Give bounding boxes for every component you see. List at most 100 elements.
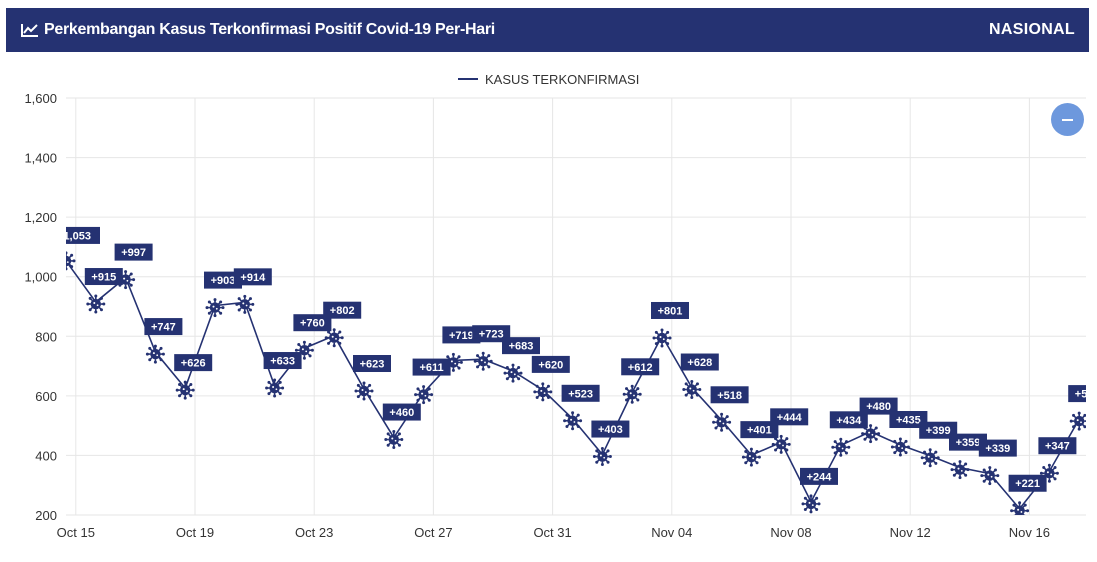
virus-marker-icon bbox=[592, 447, 612, 467]
x-tick-label: Nov 12 bbox=[890, 525, 931, 540]
virus-marker-icon bbox=[622, 384, 642, 404]
data-label: +221 bbox=[1008, 474, 1047, 492]
zoom-out-button[interactable] bbox=[1051, 103, 1084, 136]
svg-text:+480: +480 bbox=[866, 401, 891, 413]
x-tick-label: Nov 04 bbox=[651, 525, 692, 540]
svg-text:+359: +359 bbox=[956, 437, 981, 449]
data-label: +903 bbox=[204, 271, 242, 289]
virus-marker-icon bbox=[205, 298, 225, 318]
data-label: +623 bbox=[353, 355, 391, 373]
legend-label: KASUS TERKONFIRMASI bbox=[485, 72, 639, 87]
virus-marker-icon bbox=[414, 385, 434, 405]
svg-text:+628: +628 bbox=[687, 357, 712, 369]
svg-text:+683: +683 bbox=[509, 341, 534, 353]
virus-marker-icon bbox=[1010, 501, 1030, 515]
svg-text:+460: +460 bbox=[389, 407, 414, 419]
svg-text:+523: +523 bbox=[568, 388, 593, 400]
data-label: +611 bbox=[412, 358, 451, 376]
data-label: +760 bbox=[293, 314, 332, 332]
data-label: +802 bbox=[323, 301, 362, 319]
y-tick-label: 1,000 bbox=[24, 270, 57, 285]
data-label: +633 bbox=[263, 352, 302, 370]
data-label: +359 bbox=[949, 433, 987, 451]
svg-text:+399: +399 bbox=[926, 425, 951, 437]
data-label: +723 bbox=[472, 325, 511, 343]
legend: KASUS TERKONFIRMASI bbox=[458, 72, 639, 87]
svg-text:+339: +339 bbox=[985, 443, 1010, 455]
data-label: +522 bbox=[1068, 385, 1097, 403]
data-label: +612 bbox=[621, 358, 660, 376]
data-label: +747 bbox=[144, 318, 183, 336]
svg-text:+1,053: +1,053 bbox=[57, 230, 91, 242]
data-label: +683 bbox=[502, 337, 540, 355]
x-tick-label: Oct 23 bbox=[295, 525, 333, 540]
virus-marker-icon bbox=[175, 380, 195, 400]
data-label: +801 bbox=[651, 301, 689, 319]
data-label: +628 bbox=[680, 353, 719, 371]
data-label: +403 bbox=[591, 420, 630, 438]
svg-text:+518: +518 bbox=[717, 390, 742, 402]
svg-text:+244: +244 bbox=[807, 471, 833, 483]
minus-icon bbox=[1062, 118, 1073, 121]
svg-text:+347: +347 bbox=[1045, 441, 1070, 453]
chart-header: Perkembangan Kasus Terkonfirmasi Positif… bbox=[6, 8, 1089, 52]
chart-area: 200 400 600 800 1,000 1,200 1,400 1,600 Oct 15 Oc… bbox=[0, 60, 1097, 557]
virus-marker-icon bbox=[741, 447, 761, 467]
virus-marker-icon bbox=[145, 344, 165, 364]
x-tick-label: Nov 16 bbox=[1009, 525, 1050, 540]
data-label: +1,053 bbox=[57, 226, 100, 244]
y-tick-label: 400 bbox=[35, 448, 57, 463]
data-label: +518 bbox=[710, 386, 749, 404]
svg-text:+723: +723 bbox=[479, 329, 504, 341]
svg-text:+620: +620 bbox=[538, 359, 563, 371]
data-label: +626 bbox=[174, 354, 213, 372]
virus-marker-icon bbox=[533, 382, 553, 402]
svg-text:+444: +444 bbox=[777, 412, 803, 424]
svg-text:+802: +802 bbox=[330, 305, 355, 317]
header-left: Perkembangan Kasus Terkonfirmasi Positif… bbox=[20, 21, 495, 39]
svg-text:+760: +760 bbox=[300, 318, 325, 330]
virus-marker-icon bbox=[473, 351, 493, 371]
svg-text:+747: +747 bbox=[151, 322, 176, 334]
y-tick-label: 600 bbox=[35, 389, 57, 404]
data-label: +399 bbox=[919, 421, 958, 439]
data-label: +719 bbox=[442, 326, 481, 344]
data-label: +434 bbox=[829, 411, 868, 429]
data-label: +401 bbox=[740, 421, 779, 439]
data-label: +914 bbox=[233, 268, 272, 286]
data-label: +480 bbox=[859, 397, 898, 415]
svg-text:+435: +435 bbox=[896, 415, 921, 427]
virus-marker-icon bbox=[712, 412, 732, 432]
svg-text:+401: +401 bbox=[747, 425, 772, 437]
svg-text:+623: +623 bbox=[360, 359, 385, 371]
svg-text:+522: +522 bbox=[1075, 389, 1097, 401]
data-label: +460 bbox=[382, 403, 421, 421]
data-label: +347 bbox=[1038, 437, 1077, 455]
svg-text:+403: +403 bbox=[598, 424, 623, 436]
virus-marker-icon bbox=[563, 411, 583, 431]
x-tick-label: Nov 08 bbox=[770, 525, 811, 540]
data-label: +444 bbox=[770, 408, 809, 426]
svg-text:+997: +997 bbox=[121, 247, 146, 259]
virus-marker-icon bbox=[503, 363, 523, 383]
x-tick-label: Oct 19 bbox=[176, 525, 214, 540]
data-label: +997 bbox=[114, 243, 153, 261]
virus-marker-icon bbox=[861, 424, 881, 444]
x-tick-label: Oct 27 bbox=[414, 525, 452, 540]
svg-text:+915: +915 bbox=[91, 272, 116, 284]
line-chart: 200 400 600 800 1,000 1,200 1,400 1,600 Oct 15 Oc… bbox=[24, 72, 1097, 540]
y-tick-label: 1,600 bbox=[24, 91, 57, 106]
svg-text:+801: +801 bbox=[658, 305, 683, 317]
virus-marker-icon bbox=[443, 352, 463, 372]
data-label: +915 bbox=[84, 268, 123, 286]
virus-marker-icon bbox=[831, 437, 851, 457]
virus-marker-icon bbox=[324, 328, 344, 348]
svg-text:+914: +914 bbox=[240, 272, 266, 284]
y-tick-label: 1,200 bbox=[24, 210, 57, 225]
svg-text:+626: +626 bbox=[181, 358, 206, 370]
x-tick-label: Oct 15 bbox=[57, 525, 95, 540]
virus-marker-icon bbox=[86, 294, 106, 314]
virus-marker-icon bbox=[771, 434, 791, 454]
y-tick-label: 200 bbox=[35, 508, 57, 523]
data-label: +523 bbox=[561, 384, 600, 402]
